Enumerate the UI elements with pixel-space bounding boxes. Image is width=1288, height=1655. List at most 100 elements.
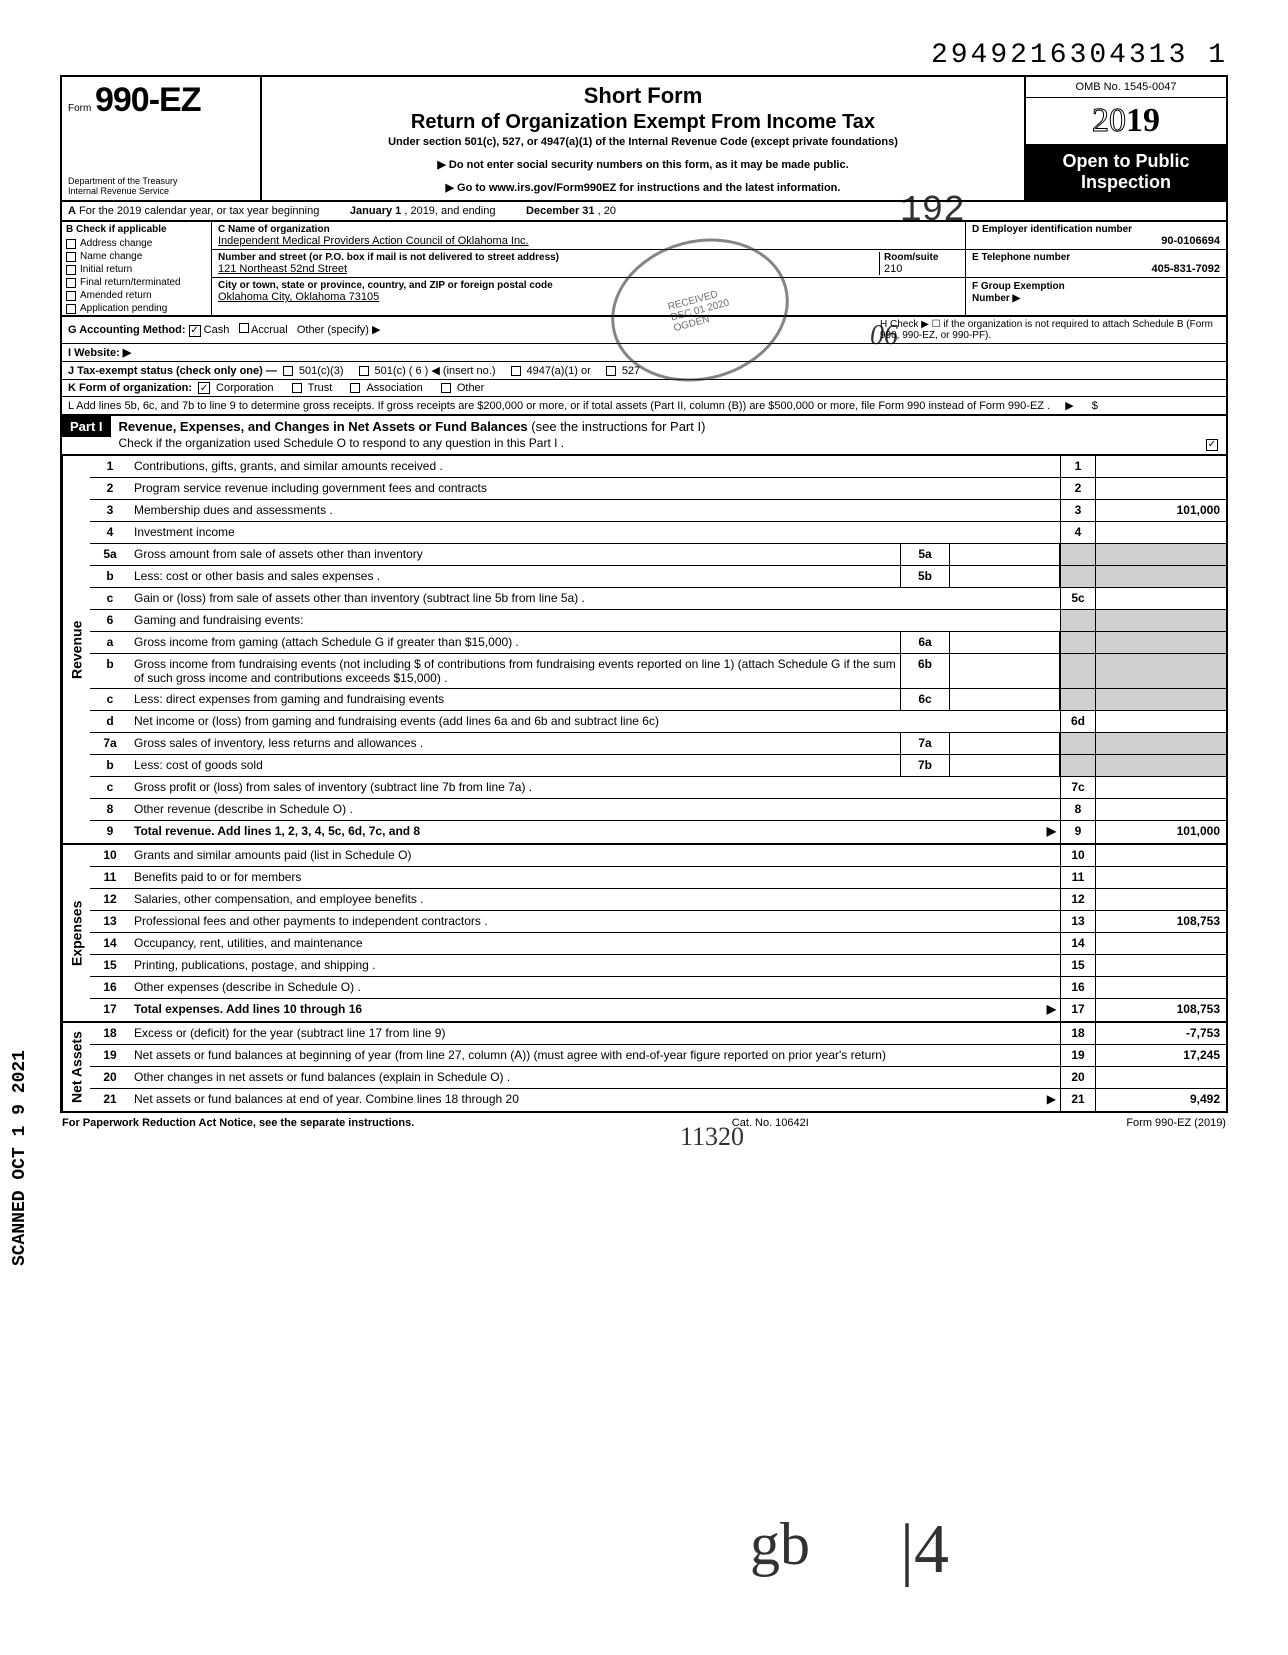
line-text: Less: direct expenses from gaming and fu… — [130, 689, 900, 710]
form-line: 1Contributions, gifts, grants, and simil… — [90, 456, 1226, 478]
mid-line-ref: 6c — [900, 689, 950, 710]
part-1-header: Part I Revenue, Expenses, and Changes in… — [60, 416, 1228, 456]
cb-trust[interactable] — [292, 383, 302, 393]
cb-pending[interactable] — [66, 304, 76, 314]
right-line-ref: 18 — [1060, 1023, 1096, 1044]
form-line: 12Salaries, other compensation, and empl… — [90, 889, 1226, 911]
form-line: 5aGross amount from sale of assets other… — [90, 544, 1226, 566]
right-line-ref — [1060, 654, 1096, 688]
cb-amended[interactable] — [66, 291, 76, 301]
form-line: cGross profit or (loss) from sales of in… — [90, 777, 1226, 799]
right-line-value: 101,000 — [1096, 500, 1226, 521]
right-line-ref — [1060, 610, 1096, 631]
right-line-value — [1096, 867, 1226, 888]
cb-501c[interactable] — [359, 366, 369, 376]
line-number: 6 — [90, 610, 130, 631]
cb-4947[interactable] — [511, 366, 521, 376]
revenue-section: Revenue 1Contributions, gifts, grants, a… — [60, 456, 1228, 845]
line-text: Total revenue. Add lines 1, 2, 3, 4, 5c,… — [130, 821, 1060, 843]
line-text: Membership dues and assessments . — [130, 500, 1060, 521]
street-address: 121 Northeast 52nd Street — [218, 263, 879, 275]
line-text: Printing, publications, postage, and shi… — [130, 955, 1060, 976]
mid-line-ref: 5b — [900, 566, 950, 587]
line-text: Salaries, other compensation, and employ… — [130, 889, 1060, 910]
cb-accrual[interactable] — [239, 323, 249, 333]
form-line: 4Investment income4 — [90, 522, 1226, 544]
right-line-ref: 17 — [1060, 999, 1096, 1021]
form-line: 9Total revenue. Add lines 1, 2, 3, 4, 5c… — [90, 821, 1226, 843]
netassets-label: Net Assets — [62, 1023, 90, 1111]
cb-name-change[interactable] — [66, 252, 76, 262]
right-line-value — [1096, 566, 1226, 587]
line-text: Net assets or fund balances at end of ye… — [130, 1089, 1060, 1111]
form-line: 18Excess or (deficit) for the year (subt… — [90, 1023, 1226, 1045]
info-grid: B Check if applicable Address change Nam… — [60, 222, 1228, 317]
room-suite: 210 — [884, 263, 959, 275]
line-number: 12 — [90, 889, 130, 910]
line-text: Excess or (deficit) for the year (subtra… — [130, 1023, 1060, 1044]
right-line-ref: 15 — [1060, 955, 1096, 976]
right-line-ref: 13 — [1060, 911, 1096, 932]
cb-527[interactable] — [606, 366, 616, 376]
line-text: Net assets or fund balances at beginning… — [130, 1045, 1060, 1066]
right-line-ref: 14 — [1060, 933, 1096, 954]
cb-schedule-o[interactable]: ✓ — [1206, 439, 1218, 451]
line-number: 13 — [90, 911, 130, 932]
omb-number: OMB No. 1545-0047 — [1026, 77, 1226, 98]
handwritten-06: 06 — [870, 320, 898, 352]
net-assets-section: Net Assets 18Excess or (deficit) for the… — [60, 1023, 1228, 1113]
right-line-ref: 20 — [1060, 1067, 1096, 1088]
row-h-schedule-b: H Check ▶ ☐ if the organization is not r… — [880, 319, 1220, 341]
cb-address-change[interactable] — [66, 239, 76, 249]
right-line-value — [1096, 478, 1226, 499]
line-number: 18 — [90, 1023, 130, 1044]
line-text: Total expenses. Add lines 10 through 16 … — [130, 999, 1060, 1021]
line-number: 16 — [90, 977, 130, 998]
cb-cash[interactable]: ✓ — [189, 325, 201, 337]
form-line: dNet income or (loss) from gaming and fu… — [90, 711, 1226, 733]
right-line-value — [1096, 456, 1226, 477]
line-text: Net income or (loss) from gaming and fun… — [130, 711, 1060, 732]
right-line-ref — [1060, 755, 1096, 776]
right-line-value: 101,000 — [1096, 821, 1226, 843]
handwritten-192: 192 — [900, 190, 965, 231]
line-text: Other revenue (describe in Schedule O) . — [130, 799, 1060, 820]
form-prefix: Form — [68, 103, 91, 114]
right-line-value — [1096, 755, 1226, 776]
line-text: Contributions, gifts, grants, and simila… — [130, 456, 1060, 477]
right-line-value — [1096, 977, 1226, 998]
mid-line-ref: 6a — [900, 632, 950, 653]
form-line: 11Benefits paid to or for members11 — [90, 867, 1226, 889]
line-number: c — [90, 689, 130, 710]
right-line-ref: 1 — [1060, 456, 1096, 477]
mid-line-value — [950, 654, 1060, 688]
mid-line-value — [950, 566, 1060, 587]
cb-corporation[interactable]: ✓ — [198, 382, 210, 394]
line-text: Gain or (loss) from sale of assets other… — [130, 588, 1060, 609]
form-line: 15Printing, publications, postage, and s… — [90, 955, 1226, 977]
mid-line-ref: 6b — [900, 654, 950, 688]
right-line-value — [1096, 689, 1226, 710]
line-number: b — [90, 755, 130, 776]
right-line-value: 108,753 — [1096, 999, 1226, 1021]
short-form-label: Short Form — [272, 83, 1014, 109]
right-line-value — [1096, 1067, 1226, 1088]
right-line-ref — [1060, 544, 1096, 565]
line-number: 21 — [90, 1089, 130, 1111]
cb-association[interactable] — [350, 383, 360, 393]
line-text: Less: cost or other basis and sales expe… — [130, 566, 900, 587]
mid-line-value — [950, 689, 1060, 710]
mid-line-ref: 7a — [900, 733, 950, 754]
form-line: 16Other expenses (describe in Schedule O… — [90, 977, 1226, 999]
mid-line-value — [950, 632, 1060, 653]
cb-other-org[interactable] — [441, 383, 451, 393]
line-text: Grants and similar amounts paid (list in… — [130, 845, 1060, 866]
cb-initial-return[interactable] — [66, 265, 76, 275]
right-line-value: 9,492 — [1096, 1089, 1226, 1111]
right-line-ref: 3 — [1060, 500, 1096, 521]
cb-501c3[interactable] — [283, 366, 293, 376]
right-line-value — [1096, 777, 1226, 798]
form-line: 13Professional fees and other payments t… — [90, 911, 1226, 933]
cb-final-return[interactable] — [66, 278, 76, 288]
form-line: bLess: cost of goods sold7b — [90, 755, 1226, 777]
